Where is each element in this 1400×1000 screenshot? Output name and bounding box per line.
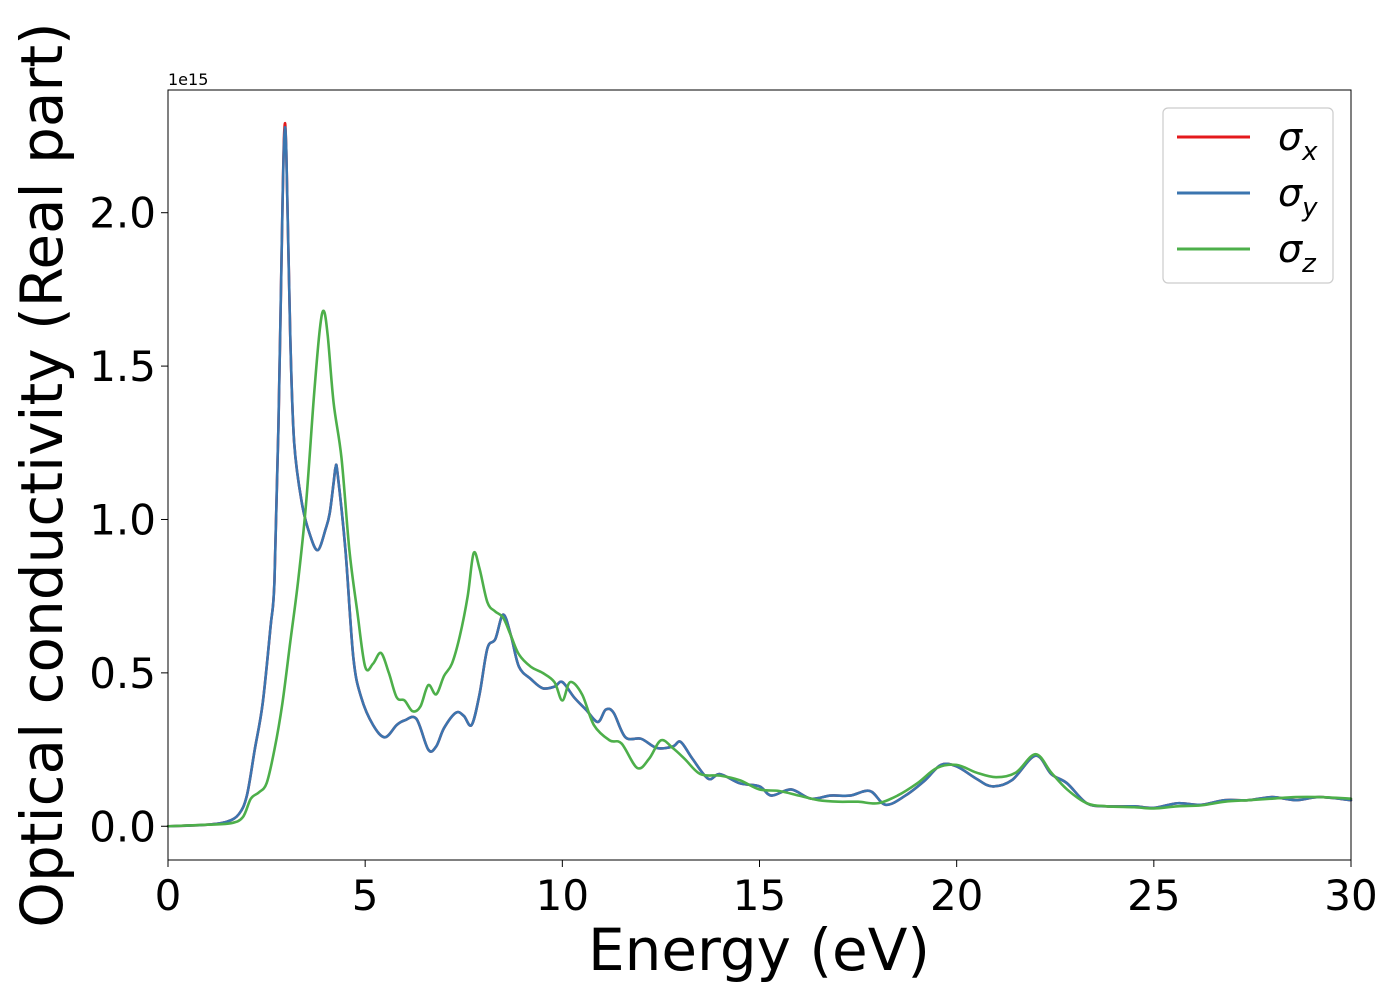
x-tick-label: 15	[733, 871, 786, 920]
y-tick-label: 1.0	[89, 495, 156, 544]
x-tick-label: 25	[1127, 871, 1180, 920]
x-tick-label: 30	[1324, 871, 1377, 920]
x-axis-ticks: 0 5 10 15 20 25 30	[155, 860, 1378, 920]
y-offset-label: 1e15	[168, 70, 208, 89]
series-line-sigma-y	[166, 126, 1353, 828]
series-layer	[166, 121, 1353, 828]
y-tick-label: 1.5	[89, 342, 156, 391]
y-axis-title: Optical conductivity (Real part)	[8, 22, 76, 927]
y-tick-label: 0.0	[89, 802, 156, 851]
legend-box	[1162, 107, 1334, 284]
x-axis-title: Energy (eV)	[588, 916, 930, 984]
legend-label-sigma-x: σx	[1278, 115, 1318, 167]
y-axis-ticks: 0.0 0.5 1.0 1.5 2.0	[89, 189, 168, 851]
series-line-sigma-z	[166, 309, 1353, 828]
x-tick-label: 10	[536, 871, 589, 920]
x-tick-label: 5	[352, 871, 379, 920]
x-tick-label: 0	[155, 871, 182, 920]
x-tick-label: 20	[930, 871, 983, 920]
y-tick-label: 2.0	[89, 189, 156, 238]
y-tick-label: 0.5	[89, 649, 156, 698]
